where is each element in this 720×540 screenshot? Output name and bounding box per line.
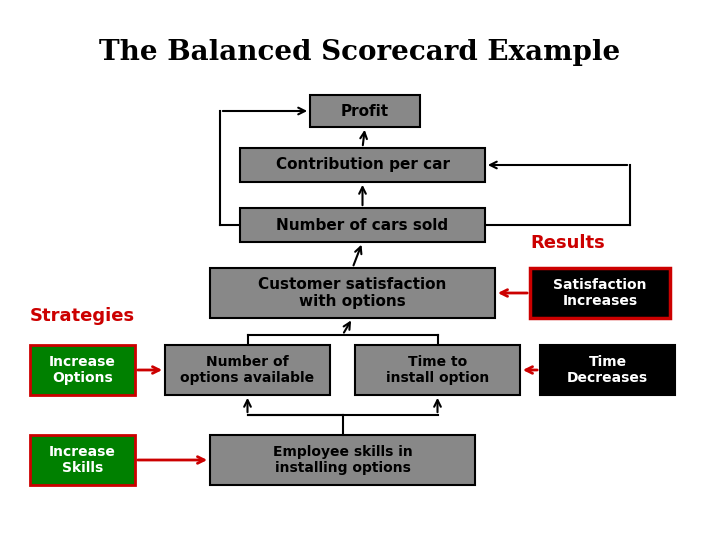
- FancyBboxPatch shape: [240, 148, 485, 182]
- Text: Increase
Skills: Increase Skills: [49, 445, 116, 475]
- FancyBboxPatch shape: [30, 345, 135, 395]
- Text: Number of
options available: Number of options available: [181, 355, 315, 385]
- FancyBboxPatch shape: [210, 435, 475, 485]
- Text: Results: Results: [530, 234, 605, 252]
- Text: Time to
install option: Time to install option: [386, 355, 489, 385]
- Text: Satisfaction
Increases: Satisfaction Increases: [553, 278, 647, 308]
- FancyBboxPatch shape: [240, 208, 485, 242]
- Text: The Balanced Scorecard Example: The Balanced Scorecard Example: [99, 38, 621, 65]
- Text: Strategies: Strategies: [30, 307, 135, 325]
- Text: Contribution per car: Contribution per car: [276, 158, 449, 172]
- FancyBboxPatch shape: [530, 268, 670, 318]
- Text: Customer satisfaction
with options: Customer satisfaction with options: [258, 277, 446, 309]
- Text: Profit: Profit: [341, 104, 389, 118]
- FancyBboxPatch shape: [30, 435, 135, 485]
- FancyBboxPatch shape: [310, 95, 420, 127]
- Text: Number of cars sold: Number of cars sold: [276, 218, 449, 233]
- FancyBboxPatch shape: [165, 345, 330, 395]
- Text: Employee skills in
installing options: Employee skills in installing options: [273, 445, 413, 475]
- FancyBboxPatch shape: [540, 345, 675, 395]
- FancyBboxPatch shape: [355, 345, 520, 395]
- Text: Time
Decreases: Time Decreases: [567, 355, 648, 385]
- Text: Increase
Options: Increase Options: [49, 355, 116, 385]
- FancyBboxPatch shape: [210, 268, 495, 318]
